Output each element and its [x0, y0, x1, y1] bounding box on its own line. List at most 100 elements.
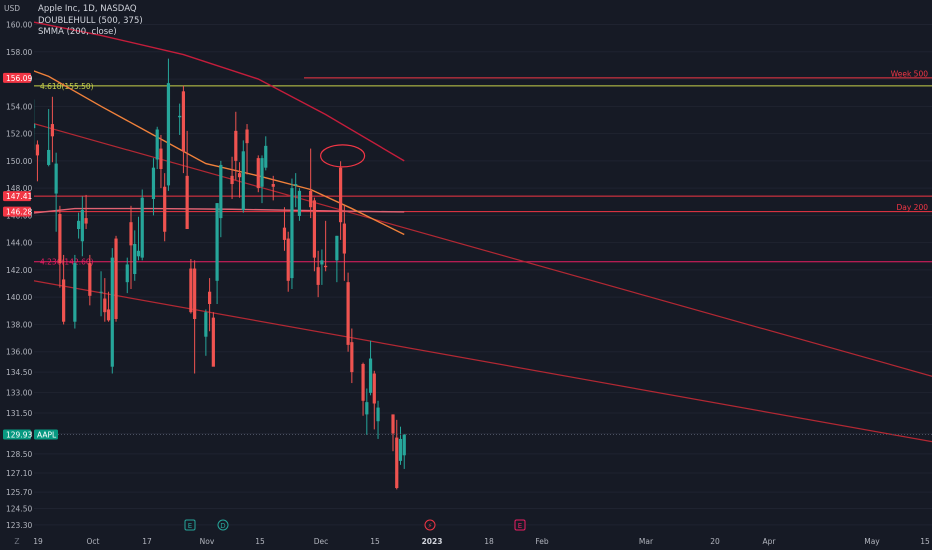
- candle-body[interactable]: [339, 167, 343, 223]
- candle-body[interactable]: [211, 317, 215, 367]
- trendline[interactable]: [11, 276, 932, 443]
- candle-body[interactable]: [256, 158, 260, 189]
- candle-body[interactable]: [312, 200, 317, 258]
- candle-body[interactable]: [58, 214, 62, 264]
- y-tick-label: 152.00: [6, 130, 32, 139]
- y-tick-label: 150.00: [6, 157, 32, 166]
- candle-body[interactable]: [73, 263, 77, 322]
- candle-body[interactable]: [368, 358, 373, 393]
- event-marker-box[interactable]: [514, 519, 526, 531]
- event-marker-box[interactable]: [184, 519, 196, 531]
- candle-body[interactable]: [185, 175, 189, 230]
- candle-body[interactable]: [342, 223, 346, 254]
- candle-body[interactable]: [208, 291, 212, 304]
- x-tick-label: May: [864, 537, 880, 546]
- candle-body[interactable]: [237, 173, 242, 178]
- candle-body[interactable]: [309, 190, 313, 208]
- candle-body[interactable]: [297, 190, 302, 216]
- candle-body[interactable]: [324, 265, 328, 268]
- candle-body[interactable]: [47, 149, 51, 165]
- candle-body[interactable]: [398, 438, 403, 461]
- candle-body[interactable]: [114, 238, 118, 319]
- candle-body[interactable]: [361, 363, 365, 401]
- x-tick-label: Nov: [200, 537, 215, 546]
- candle-body[interactable]: [189, 268, 193, 313]
- candle-body[interactable]: [372, 373, 376, 404]
- legend-doublehull[interactable]: DOUBLEHULL (500, 375): [38, 15, 143, 26]
- event-marker-box[interactable]: [217, 519, 229, 531]
- candle-body[interactable]: [204, 312, 208, 337]
- candle-body[interactable]: [350, 342, 354, 373]
- candle-body[interactable]: [365, 402, 369, 415]
- candle-body[interactable]: [84, 218, 88, 224]
- candle-body[interactable]: [264, 145, 268, 168]
- candle-body[interactable]: [159, 148, 163, 170]
- smma-line[interactable]: [11, 207, 405, 217]
- candle-body[interactable]: [106, 309, 111, 321]
- candle-body[interactable]: [129, 222, 133, 246]
- candle-body[interactable]: [391, 414, 395, 434]
- zone-icon[interactable]: Z: [14, 537, 19, 546]
- candle-body[interactable]: [286, 238, 290, 281]
- candle-body[interactable]: [140, 197, 144, 258]
- candle-body[interactable]: [193, 268, 197, 319]
- candle-body[interactable]: [99, 291, 103, 293]
- candle-body[interactable]: [80, 209, 84, 242]
- candle-body[interactable]: [230, 175, 234, 185]
- candle-body[interactable]: [62, 279, 66, 322]
- candle-body[interactable]: [181, 91, 186, 152]
- candle-body[interactable]: [271, 184, 275, 187]
- price-label-box: [3, 191, 31, 202]
- candle-body[interactable]: [294, 184, 298, 186]
- legend-smma[interactable]: SMMA (200, close): [38, 27, 117, 37]
- event-marker[interactable]: E: [518, 522, 522, 530]
- candle-body[interactable]: [133, 244, 137, 274]
- candle-body[interactable]: [103, 298, 107, 313]
- candle-body[interactable]: [163, 186, 167, 232]
- y-axis-panel: [0, 0, 34, 550]
- candle-body[interactable]: [166, 83, 171, 186]
- candle-body[interactable]: [395, 437, 399, 489]
- event-marker[interactable]: E: [188, 522, 192, 530]
- candle-body[interactable]: [282, 227, 287, 240]
- y-tick-label: 127.10: [6, 469, 32, 478]
- event-marker-box[interactable]: [424, 519, 436, 531]
- symbol-tag: AAPL: [37, 430, 57, 439]
- candle-body[interactable]: [241, 151, 245, 210]
- candle-body[interactable]: [50, 124, 55, 137]
- candle-body[interactable]: [402, 434, 406, 456]
- candle-body[interactable]: [215, 203, 219, 281]
- candle-body[interactable]: [290, 188, 294, 279]
- candle-body[interactable]: [88, 263, 92, 296]
- doublehull-fast-line[interactable]: [10, 62, 405, 236]
- candle-body[interactable]: [245, 129, 249, 144]
- candle-body[interactable]: [77, 220, 81, 230]
- candle-body[interactable]: [260, 158, 264, 187]
- doublehull-slow-line[interactable]: [11, 17, 405, 162]
- trendline[interactable]: [11, 116, 932, 377]
- candle-body[interactable]: [376, 407, 380, 422]
- candle-body[interactable]: [219, 164, 223, 219]
- candle-body[interactable]: [125, 264, 129, 283]
- candle-body[interactable]: [234, 130, 238, 161]
- legend-symbol[interactable]: Apple Inc, 1D, NASDAQ: [38, 4, 137, 14]
- candle-body[interactable]: [110, 257, 114, 367]
- candle-body[interactable]: [346, 282, 350, 345]
- x-tick-label: Apr: [763, 537, 777, 546]
- candle-body[interactable]: [155, 129, 159, 160]
- candle-body[interactable]: [54, 163, 58, 194]
- candle-body[interactable]: [316, 267, 320, 285]
- event-marker[interactable]: D: [220, 522, 225, 530]
- candle-body[interactable]: [151, 167, 156, 200]
- price-label-box: [3, 72, 31, 83]
- candle-body[interactable]: [320, 260, 324, 265]
- candle-body[interactable]: [136, 250, 141, 257]
- candle-body[interactable]: [178, 115, 182, 118]
- candle-body[interactable]: [35, 144, 40, 156]
- y-tick-label: 138.00: [6, 320, 32, 329]
- event-marker[interactable]: ⚡: [428, 522, 433, 530]
- y-tick-label: 144.00: [6, 239, 32, 248]
- candle-body[interactable]: [335, 235, 339, 261]
- annotation-ellipse[interactable]: [320, 144, 366, 168]
